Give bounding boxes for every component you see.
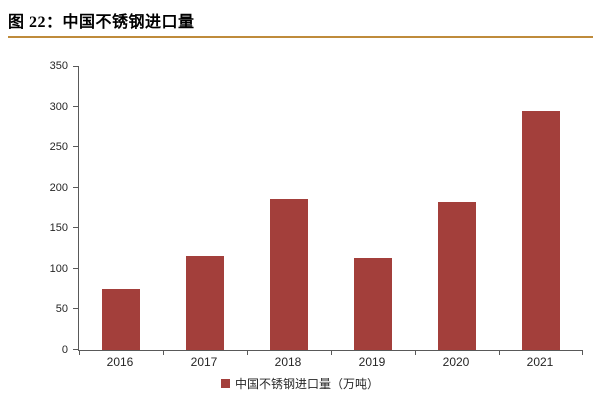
figure-title: 图 22：中国不锈钢进口量 bbox=[8, 14, 195, 31]
y-axis-tick-mark bbox=[73, 268, 78, 269]
y-axis-tick-label: 300 bbox=[49, 100, 68, 113]
x-axis-tick-label: 2016 bbox=[106, 355, 134, 369]
bar-2016 bbox=[102, 289, 140, 350]
x-axis-tick-mark bbox=[415, 351, 416, 355]
y-axis-tick-mark bbox=[73, 106, 78, 107]
x-axis-tick-mark bbox=[79, 351, 80, 355]
bar-2017 bbox=[186, 255, 224, 350]
y-axis-tick-label: 250 bbox=[49, 141, 68, 154]
y-axis-tick-mark bbox=[73, 349, 78, 350]
y-axis-tick-label: 200 bbox=[49, 181, 68, 194]
bar-2019 bbox=[354, 258, 392, 350]
legend-marker-icon bbox=[220, 378, 230, 388]
y-axis-tick-mark bbox=[73, 66, 78, 67]
x-axis-tick-mark bbox=[582, 351, 583, 355]
x-axis-tick-label: 2020 bbox=[442, 355, 470, 369]
plot-area bbox=[73, 66, 583, 355]
x-axis-tick-label: 2017 bbox=[190, 355, 218, 369]
x-axis-tick-mark bbox=[331, 351, 332, 355]
y-axis-tick-label: 100 bbox=[49, 262, 68, 275]
x-axis: 2016 2017 2018 2019 2020 2021 bbox=[78, 355, 582, 371]
x-axis-tick-mark bbox=[247, 351, 248, 355]
y-axis-tick-label: 150 bbox=[49, 222, 68, 235]
x-axis-tick-label: 2018 bbox=[274, 355, 302, 369]
y-axis-tick-mark bbox=[73, 187, 78, 188]
y-axis-tick-mark bbox=[73, 227, 78, 228]
title-underline bbox=[8, 36, 593, 38]
y-axis-tick-mark bbox=[73, 308, 78, 309]
y-axis-tick-label: 350 bbox=[49, 60, 68, 72]
bar-2018 bbox=[270, 199, 308, 350]
legend-label: 中国不锈钢进口量（万吨） bbox=[234, 376, 379, 391]
bar-2021 bbox=[522, 110, 560, 350]
x-axis-tick-label: 2021 bbox=[526, 355, 554, 369]
y-axis-tick-label: 0 bbox=[61, 344, 68, 356]
y-axis-tick-label: 50 bbox=[55, 303, 68, 316]
x-axis-tick-mark bbox=[499, 351, 500, 355]
bar-2020 bbox=[438, 202, 476, 350]
y-axis-tick-mark bbox=[73, 146, 78, 147]
legend: 中国不锈钢进口量（万吨） bbox=[0, 375, 600, 391]
x-axis-tick-mark bbox=[163, 351, 164, 355]
x-axis-tick-label: 2019 bbox=[358, 355, 386, 369]
